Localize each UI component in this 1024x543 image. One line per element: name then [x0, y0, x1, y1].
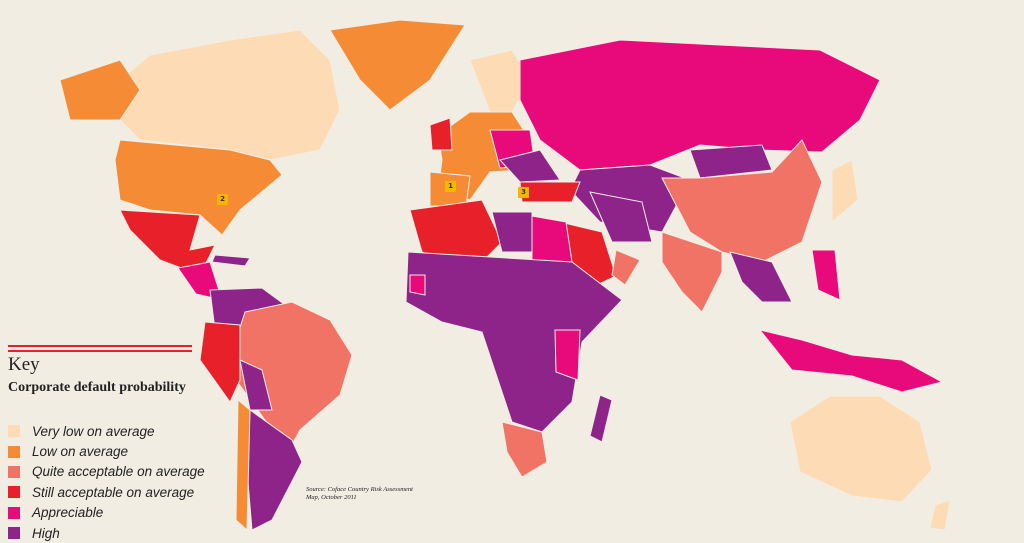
region-gulf-oman [611, 249, 641, 286]
legend: Very low on average Low on average Quite… [8, 421, 205, 543]
region-australia [789, 395, 933, 503]
legend-item: Low on average [8, 441, 205, 461]
region-west-africa-coast [409, 274, 426, 296]
map-marker-2: 2 [217, 194, 228, 205]
legend-swatch [8, 465, 20, 478]
region-east-africa [554, 329, 581, 381]
legend-item: Very low on average [8, 421, 205, 441]
legend-swatch [8, 425, 20, 438]
legend-item: Quite acceptable on average [8, 462, 205, 482]
region-uk-ireland [429, 117, 453, 151]
legend-swatch [8, 506, 20, 519]
region-balkans [499, 149, 561, 183]
map-marker-3: 3 [518, 187, 529, 198]
legend-swatch [8, 445, 20, 458]
legend-label: High [32, 525, 60, 541]
region-indonesia [758, 329, 944, 393]
region-chile [235, 398, 251, 532]
region-turkey [519, 181, 581, 203]
legend-label: Quite acceptable on average [32, 464, 205, 480]
legend-label: Very low on average [32, 423, 155, 439]
region-new-zealand [929, 499, 951, 531]
key-rule-bottom [8, 350, 192, 352]
region-iran [589, 191, 653, 243]
region-japan [831, 159, 859, 224]
region-southeast-asia [729, 251, 793, 303]
legend-label: Appreciable [32, 505, 104, 521]
map-marker-1: 1 [445, 181, 456, 192]
legend-label: Still acceptable on average [32, 484, 195, 500]
legend-swatch [8, 486, 20, 499]
source-note: Source: Coface Country Risk Assessment M… [306, 486, 413, 501]
region-peru [199, 321, 241, 403]
region-bolivia-paraguay [239, 359, 273, 411]
region-philippines [811, 249, 841, 301]
region-china [661, 139, 823, 263]
key-rule-top [8, 345, 192, 347]
region-mexico [119, 209, 216, 276]
key-subtitle: Corporate default probability [8, 380, 186, 395]
region-egypt [531, 215, 573, 263]
legend-swatch [8, 527, 20, 540]
region-usa [114, 139, 283, 236]
legend-item: High [8, 523, 205, 543]
region-india [661, 231, 723, 313]
region-canada [119, 29, 341, 161]
region-russia [519, 39, 881, 171]
legend-item: Still acceptable on average [8, 482, 205, 502]
region-greenland [329, 19, 466, 111]
region-south-africa [501, 421, 548, 478]
region-sub-saharan-africa [405, 251, 623, 433]
region-madagascar [589, 394, 613, 443]
key-title: Key [8, 354, 40, 375]
region-alaska [59, 59, 141, 121]
region-mongolia [689, 144, 773, 179]
region-caribbean [211, 254, 251, 267]
legend-label: Low on average [32, 444, 129, 460]
legend-item: Appreciable [8, 503, 205, 523]
